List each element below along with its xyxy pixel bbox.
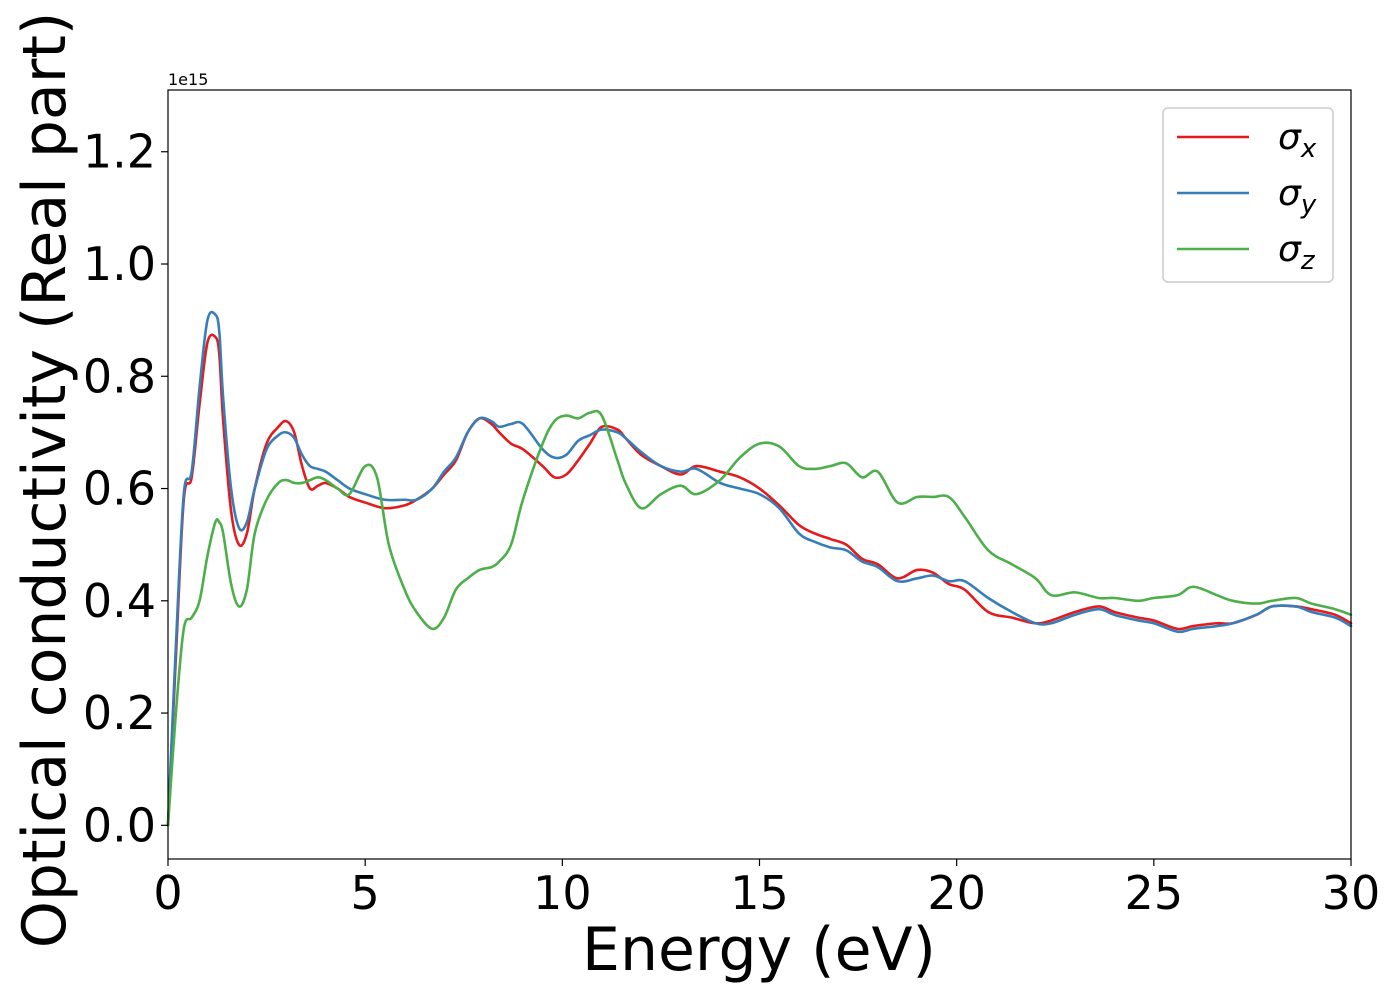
legend-subscript: z [1300,246,1316,276]
ticks-layer: 0 5 10 15 20 25 30 0.0 0.2 0.4 0.6 0.8 1.0 1.2 [83,125,1380,920]
legend-subscript: y [1300,190,1317,220]
series-line-z [166,409,1353,827]
y-axis-title: Optical conductivity (Real part) [10,12,80,949]
x-tick-label: 0 [153,866,182,920]
y-tick-label: 0.4 [83,574,156,628]
legend-box [1162,107,1334,283]
x-axis-title: Energy (eV) [582,915,936,985]
x-tick-label: 30 [1322,866,1381,920]
x-tick-label: 20 [927,866,986,920]
y-tick-label: 1.0 [83,237,156,291]
y-tick-label: 0.8 [83,349,156,403]
x-tick-label: 15 [730,866,789,920]
y-offset-label: 1e15 [168,70,208,89]
series-line-x [166,333,1353,827]
legend-subscript: x [1300,134,1317,164]
y-tick-label: 0.6 [83,462,156,516]
y-tick-label: 0.2 [83,686,156,740]
series-layer [166,310,1353,827]
y-tick-label: 1.2 [83,125,156,179]
x-tick-label: 10 [533,866,592,920]
x-tick-label: 25 [1125,866,1184,920]
x-tick-label: 5 [351,866,380,920]
y-tick-label: 0.0 [83,798,156,852]
series-line-y [166,310,1353,827]
